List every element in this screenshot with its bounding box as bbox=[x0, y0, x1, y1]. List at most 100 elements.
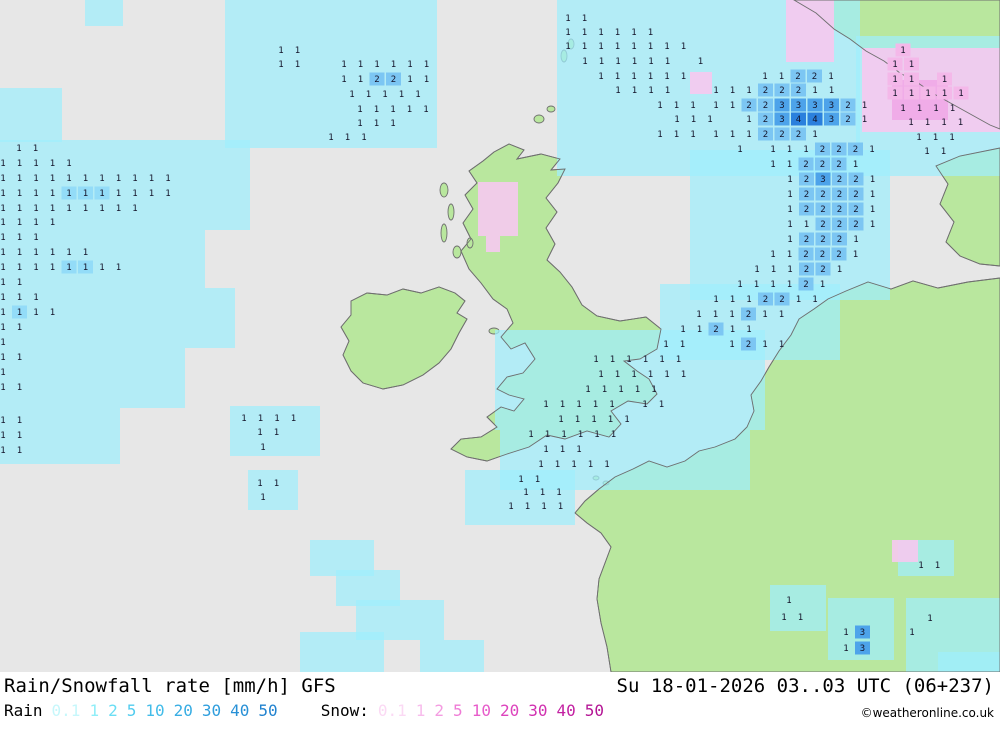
svg-text:1: 1 bbox=[746, 86, 751, 96]
svg-text:1: 1 bbox=[843, 628, 848, 638]
svg-text:1: 1 bbox=[558, 502, 563, 512]
svg-text:1: 1 bbox=[870, 175, 875, 185]
svg-text:1: 1 bbox=[804, 220, 809, 230]
svg-text:1: 1 bbox=[571, 460, 576, 470]
svg-text:1: 1 bbox=[83, 174, 88, 184]
svg-text:1: 1 bbox=[565, 42, 570, 52]
svg-text:1: 1 bbox=[812, 295, 817, 305]
svg-text:1: 1 bbox=[0, 278, 5, 288]
legend-value: 10 bbox=[145, 701, 165, 720]
svg-text:1: 1 bbox=[665, 57, 670, 67]
svg-text:1: 1 bbox=[787, 205, 792, 215]
svg-text:1: 1 bbox=[730, 101, 735, 111]
svg-text:1: 1 bbox=[664, 72, 669, 82]
legend-value: 40 bbox=[556, 701, 576, 720]
map-title: Rain/Snowfall rate [mm/h] GFS bbox=[4, 675, 336, 697]
weather-map: 1 1 1 1 1 1 1 1 1 1 1 1 1 1 1 1 1 1 1 1 1 1 1 1 1 1 1 1 1 1 1 2 2 1 1 1 1 1 1 1… bbox=[0, 0, 1000, 672]
svg-text:1: 1 bbox=[941, 118, 946, 128]
svg-text:1: 1 bbox=[631, 72, 636, 82]
svg-text:1: 1 bbox=[50, 248, 55, 258]
svg-text:1: 1 bbox=[17, 323, 22, 333]
svg-text:1: 1 bbox=[374, 105, 379, 115]
svg-text:1: 1 bbox=[33, 218, 38, 228]
svg-text:1: 1 bbox=[543, 400, 548, 410]
svg-text:1: 1 bbox=[870, 190, 875, 200]
copyright-link[interactable]: ©weatheronline.co.uk bbox=[860, 706, 994, 720]
svg-text:1: 1 bbox=[424, 75, 429, 85]
svg-text:1: 1 bbox=[50, 189, 55, 199]
svg-text:1: 1 bbox=[149, 174, 154, 184]
map-timestamp: Su 18-01-2026 03..03 UTC (06+237) bbox=[616, 675, 995, 697]
svg-text:1: 1 bbox=[610, 355, 615, 365]
svg-text:2: 2 bbox=[746, 340, 751, 350]
svg-text:1: 1 bbox=[0, 293, 5, 303]
svg-text:1: 1 bbox=[560, 445, 565, 455]
svg-text:1: 1 bbox=[33, 144, 38, 154]
svg-text:1: 1 bbox=[83, 204, 88, 214]
svg-text:2: 2 bbox=[820, 145, 825, 155]
svg-text:1: 1 bbox=[949, 133, 954, 143]
svg-text:1: 1 bbox=[407, 60, 412, 70]
svg-text:1: 1 bbox=[615, 72, 620, 82]
svg-text:2: 2 bbox=[804, 265, 809, 275]
svg-text:1: 1 bbox=[0, 368, 5, 378]
svg-text:1: 1 bbox=[862, 115, 867, 125]
svg-text:1: 1 bbox=[615, 370, 620, 380]
svg-text:1: 1 bbox=[99, 204, 104, 214]
svg-text:1: 1 bbox=[0, 431, 5, 441]
svg-text:1: 1 bbox=[132, 204, 137, 214]
svg-text:1: 1 bbox=[33, 159, 38, 169]
svg-text:1: 1 bbox=[66, 263, 71, 273]
svg-text:1: 1 bbox=[83, 248, 88, 258]
svg-text:1: 1 bbox=[407, 75, 412, 85]
svg-text:1: 1 bbox=[837, 265, 842, 275]
svg-text:1: 1 bbox=[664, 370, 669, 380]
svg-text:2: 2 bbox=[820, 250, 825, 260]
svg-text:1: 1 bbox=[257, 428, 262, 438]
svg-text:2: 2 bbox=[763, 295, 768, 305]
svg-text:1: 1 bbox=[812, 130, 817, 140]
svg-text:1: 1 bbox=[0, 218, 5, 228]
svg-text:1: 1 bbox=[958, 118, 963, 128]
svg-text:1: 1 bbox=[713, 130, 718, 140]
svg-text:1: 1 bbox=[16, 144, 21, 154]
svg-text:1: 1 bbox=[916, 133, 921, 143]
svg-text:1: 1 bbox=[787, 235, 792, 245]
legend-value: 20 bbox=[173, 701, 193, 720]
svg-text:1: 1 bbox=[17, 383, 22, 393]
caption-title-row: Rain/Snowfall rate [mm/h] GFS Su 18-01-2… bbox=[0, 672, 1000, 697]
svg-text:1: 1 bbox=[690, 101, 695, 111]
svg-text:1: 1 bbox=[691, 115, 696, 125]
svg-text:3: 3 bbox=[829, 101, 834, 111]
svg-text:1: 1 bbox=[843, 644, 848, 654]
svg-text:1: 1 bbox=[575, 415, 580, 425]
svg-text:1: 1 bbox=[565, 14, 570, 24]
svg-text:1: 1 bbox=[165, 174, 170, 184]
svg-text:1: 1 bbox=[149, 189, 154, 199]
svg-text:1: 1 bbox=[33, 233, 38, 243]
svg-text:2: 2 bbox=[845, 101, 850, 111]
svg-text:1: 1 bbox=[538, 460, 543, 470]
svg-text:1: 1 bbox=[632, 57, 637, 67]
svg-text:1: 1 bbox=[762, 310, 767, 320]
svg-text:2: 2 bbox=[713, 325, 718, 335]
legend-value: 30 bbox=[201, 701, 222, 720]
svg-text:1: 1 bbox=[917, 104, 922, 114]
svg-text:1: 1 bbox=[631, 370, 636, 380]
svg-text:1: 1 bbox=[295, 46, 300, 56]
svg-text:1: 1 bbox=[0, 159, 5, 169]
svg-text:1: 1 bbox=[594, 430, 599, 440]
svg-text:2: 2 bbox=[779, 86, 784, 96]
svg-text:2: 2 bbox=[853, 190, 858, 200]
svg-text:1: 1 bbox=[582, 42, 587, 52]
svg-text:1: 1 bbox=[664, 42, 669, 52]
svg-text:1: 1 bbox=[17, 431, 22, 441]
svg-text:1: 1 bbox=[17, 278, 22, 288]
svg-text:2: 2 bbox=[804, 175, 809, 185]
svg-text:1: 1 bbox=[99, 263, 104, 273]
svg-text:1: 1 bbox=[820, 280, 825, 290]
svg-text:1: 1 bbox=[958, 89, 963, 99]
legend-value: 2 bbox=[108, 701, 118, 720]
svg-text:2: 2 bbox=[763, 101, 768, 111]
legend-value: 0.1 bbox=[377, 701, 407, 720]
